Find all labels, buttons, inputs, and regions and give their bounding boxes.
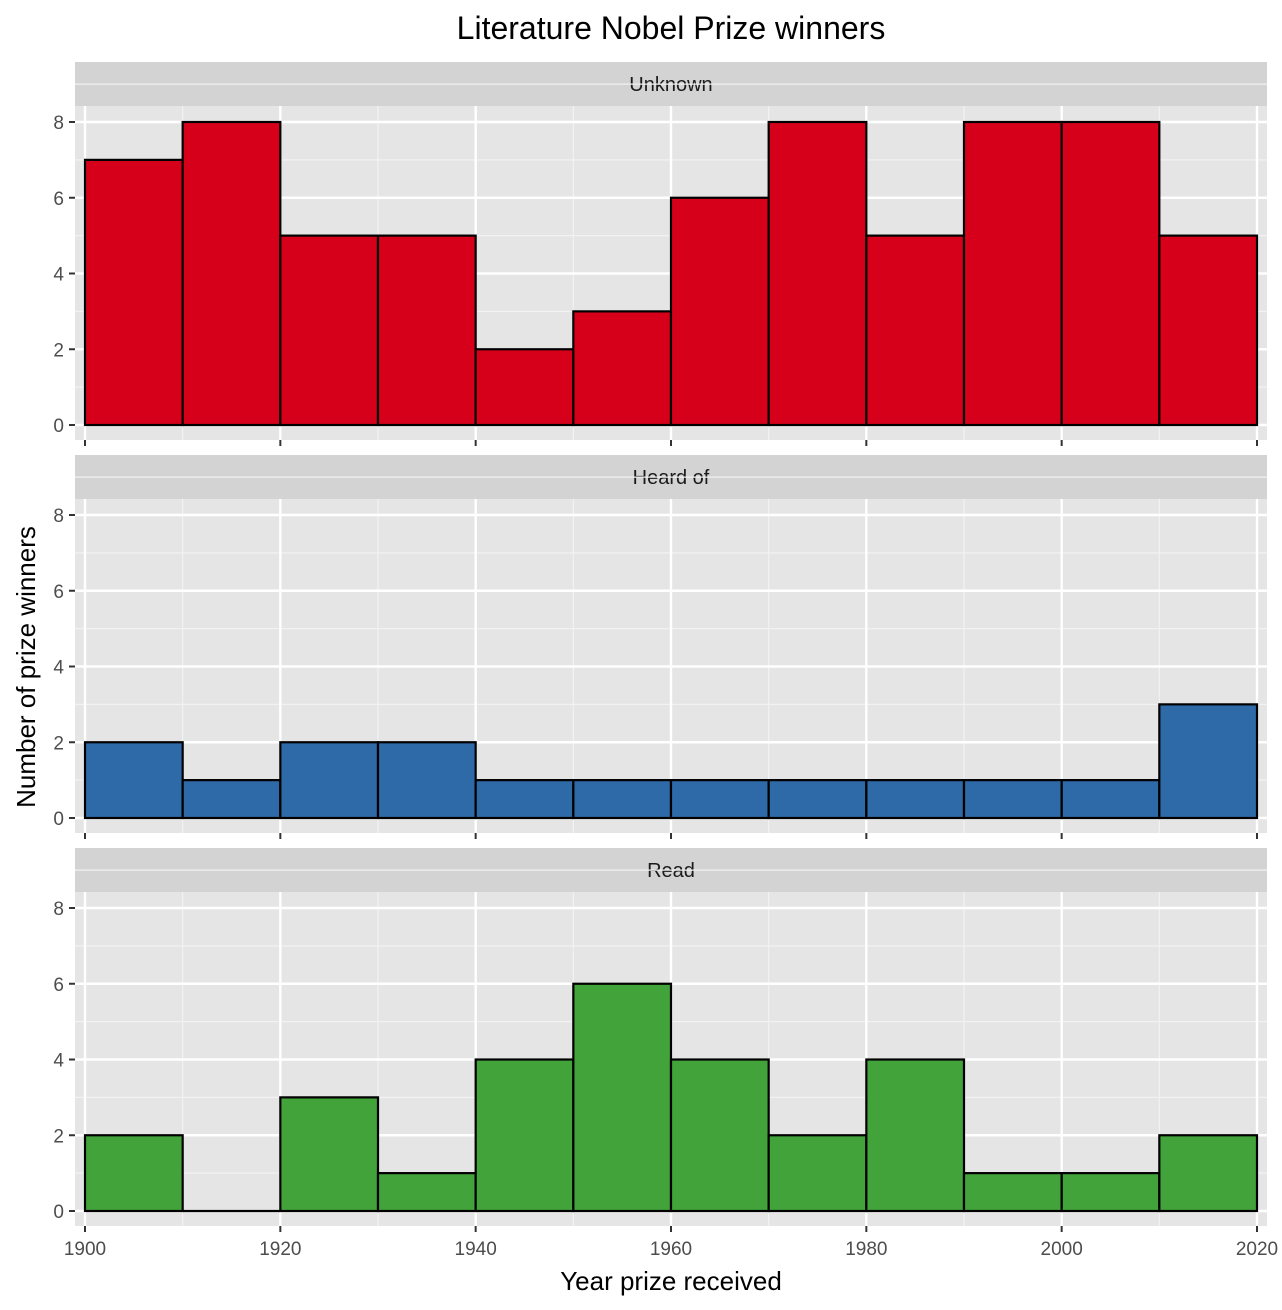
histogram-bar <box>83 1134 184 1213</box>
x-tick-label: 1960 <box>650 1239 692 1260</box>
histogram-bar <box>767 779 868 820</box>
chart-title: Literature Nobel Prize winners <box>457 10 886 46</box>
facet-panel-2: Heard of 0 2 4 6 8 <box>53 455 1267 839</box>
facet-strip-label: Unknown <box>629 74 712 96</box>
histogram-bar <box>669 1058 770 1213</box>
histogram-bar <box>962 120 1063 427</box>
histogram-bar <box>1158 1134 1259 1213</box>
y-tick-label: 4 <box>53 658 64 679</box>
facet-strip-label: Heard of <box>633 467 710 489</box>
y-tick-label: 0 <box>53 809 64 830</box>
histogram-bar <box>865 234 966 427</box>
y-tick-label: 0 <box>53 416 64 437</box>
histogram-bar <box>376 741 477 820</box>
histogram-bar <box>474 1058 575 1213</box>
histogram-bar <box>376 234 477 427</box>
histogram-bar <box>474 348 575 427</box>
histogram-bar <box>83 158 184 427</box>
histogram-bar <box>669 196 770 427</box>
histogram-bar <box>572 310 673 427</box>
histogram-bar <box>1158 234 1259 427</box>
y-tick-label: 8 <box>53 899 64 920</box>
y-tick-label: 2 <box>53 1126 64 1147</box>
histogram-bar <box>181 779 282 820</box>
y-axis-title: Number of prize winners <box>11 526 41 808</box>
histogram-bar <box>279 1096 380 1213</box>
histogram-bar <box>181 120 282 427</box>
facet-strip-label: Read <box>647 860 695 882</box>
histogram-bar <box>962 779 1063 820</box>
x-tick-label: 2020 <box>1236 1239 1278 1260</box>
histogram-bar <box>865 1058 966 1213</box>
histogram-bar <box>1060 1172 1161 1213</box>
y-tick-label: 6 <box>53 189 64 210</box>
y-tick-label: 2 <box>53 340 64 361</box>
y-tick-label: 6 <box>53 975 64 996</box>
histogram-bar <box>474 779 575 820</box>
histogram-bar <box>767 1134 868 1213</box>
histogram-bar <box>83 741 184 820</box>
histogram-bar <box>279 234 380 427</box>
histogram-bar <box>572 779 673 820</box>
histogram-bar <box>962 1172 1063 1213</box>
y-tick-label: 0 <box>53 1202 64 1223</box>
y-tick-label: 4 <box>53 1051 64 1072</box>
x-tick-label: 1980 <box>845 1239 887 1260</box>
x-axis-title: Year prize received <box>560 1266 782 1296</box>
x-tick-label: 1900 <box>64 1239 106 1260</box>
histogram-bar <box>1158 703 1259 820</box>
histogram-bar <box>865 779 966 820</box>
facet-panel-3: Read 0 2 4 6 8 1900 1920 1940 1960 1980 2000 2020 <box>53 848 1278 1260</box>
y-tick-label: 6 <box>53 582 64 603</box>
y-tick-label: 2 <box>53 733 64 754</box>
histogram-bar <box>669 779 770 820</box>
y-tick-label: 8 <box>53 113 64 134</box>
x-tick-label: 1920 <box>259 1239 301 1260</box>
histogram-bar <box>572 982 673 1213</box>
x-tick-label: 1940 <box>455 1239 497 1260</box>
histogram-bar <box>1060 120 1161 427</box>
x-tick-label: 2000 <box>1041 1239 1083 1260</box>
histogram-bar <box>376 1172 477 1213</box>
histogram-bar <box>767 120 868 427</box>
y-tick-label: 4 <box>53 265 64 286</box>
y-tick-label: 8 <box>53 506 64 527</box>
histogram-bar <box>279 741 380 820</box>
facet-panel-1: Unknown 0 2 4 6 8 <box>53 62 1267 446</box>
histogram-bar <box>1060 779 1161 820</box>
